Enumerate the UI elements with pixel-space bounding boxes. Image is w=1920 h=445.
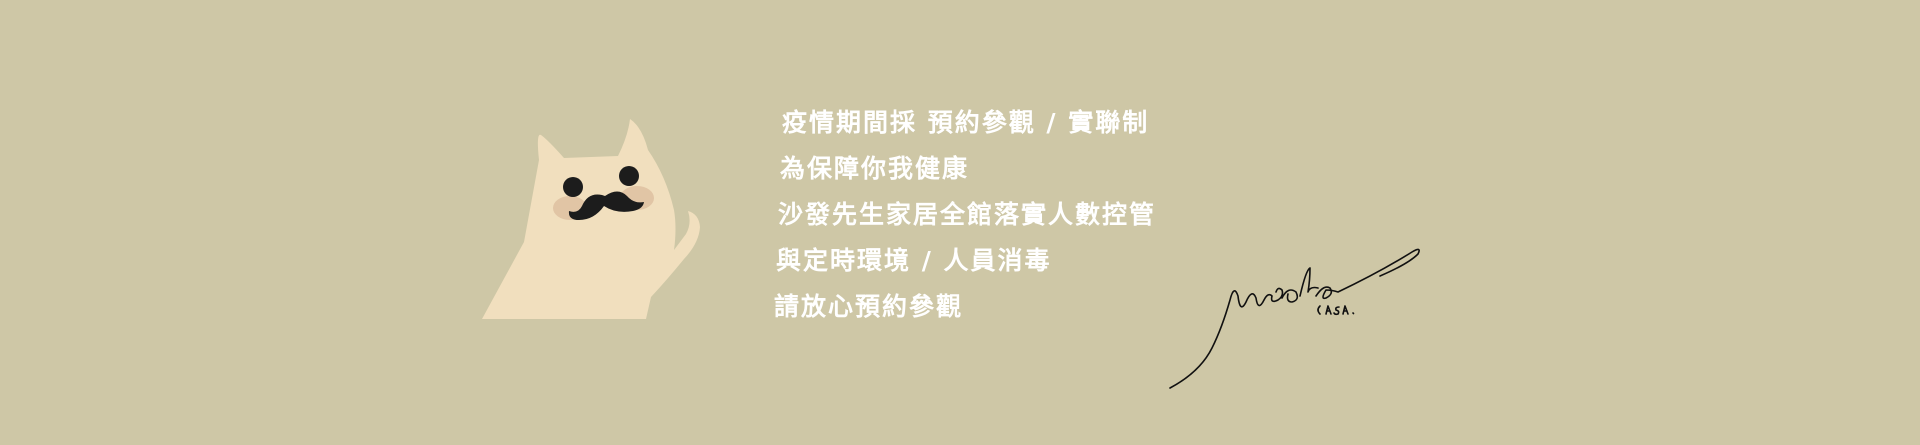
- notice-line-5: 請放心預約參觀: [774, 292, 964, 321]
- mascot-body: [482, 119, 700, 319]
- mascot-left-eye: [563, 177, 583, 197]
- handwritten-signature-logo: [1169, 248, 1420, 389]
- notice-line-3: 沙發先生家居全館落實人數控管: [778, 200, 1157, 229]
- mustache-cat-icon: [482, 119, 700, 319]
- notice-line-4: 與定時環境 / 人員消毒: [776, 246, 1052, 275]
- notice-text: 疫情期間採 預約參觀 / 實聯制 為保障你我健康 沙發先生家居全館落實人數控管 …: [770, 100, 1156, 330]
- mascot-mustache: [568, 191, 644, 220]
- notice-line-1: 疫情期間採 預約參觀 / 實聯制: [782, 108, 1150, 137]
- mascot-right-eye: [619, 166, 639, 186]
- notice-line-2: 為保障你我健康: [780, 154, 970, 183]
